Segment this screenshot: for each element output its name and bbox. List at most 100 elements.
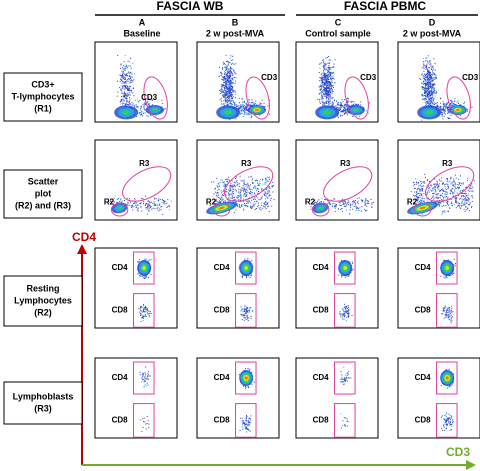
event-dot [455, 184, 457, 186]
event-dot [246, 105, 248, 107]
event-dot [432, 195, 434, 197]
event-dot [425, 102, 427, 104]
event-dot [346, 103, 348, 105]
event-dot [415, 195, 417, 197]
event-dot [156, 205, 158, 206]
event-dot [441, 206, 443, 207]
gate [334, 251, 356, 285]
event-dot [451, 203, 453, 205]
event-dot [320, 97, 322, 99]
event-dot [168, 206, 170, 208]
event-dot [336, 104, 338, 106]
event-dot [328, 56, 330, 57]
event-dot [352, 115, 354, 117]
event-dot [221, 91, 223, 93]
event-dot [430, 68, 432, 70]
event-dot [343, 316, 345, 318]
event-dot [221, 88, 223, 90]
event-dot [221, 87, 223, 88]
event-dot [261, 204, 263, 206]
event-dot [230, 75, 232, 77]
event-dot [226, 100, 228, 102]
event-dot [153, 203, 155, 205]
event-dot [344, 313, 346, 315]
event-dot [428, 191, 430, 193]
event-dot [229, 189, 231, 191]
event-dot [434, 87, 435, 89]
event-dot [143, 203, 145, 204]
event-dot [258, 199, 260, 201]
event-dot [329, 93, 331, 95]
event-dot [145, 316, 147, 317]
event-dot [442, 190, 444, 191]
event-dot [425, 176, 426, 178]
event-dot [326, 81, 328, 83]
event-dot [444, 103, 446, 105]
event-dot [350, 102, 352, 104]
event-dot [328, 102, 330, 104]
event-dot [143, 305, 145, 307]
event-dot [124, 88, 126, 90]
event-dot [216, 185, 218, 187]
event-dot [413, 194, 415, 196]
event-dot [146, 115, 148, 117]
event-dot [412, 184, 414, 186]
event-dot [437, 198, 439, 199]
event-dot [240, 110, 242, 112]
event-dot [227, 91, 229, 93]
event-dot [328, 203, 330, 205]
event-dot [422, 77, 424, 79]
event-dot [464, 193, 466, 195]
event-dot [462, 182, 464, 184]
event-dot [224, 86, 226, 88]
event-dot [331, 90, 333, 91]
event-dot [460, 184, 462, 186]
event-dot [123, 102, 125, 104]
event-dot [348, 306, 350, 308]
event-dot [351, 261, 353, 263]
event-dot [122, 73, 123, 75]
event-dot [229, 57, 231, 59]
event-dot [357, 207, 359, 209]
event-dot [223, 82, 225, 84]
event-dot [430, 97, 432, 99]
event-dot [166, 202, 168, 204]
event-dot [323, 93, 324, 95]
event-dot [331, 76, 333, 78]
event-dot [448, 112, 450, 114]
event-dot [458, 204, 459, 206]
event-dot [432, 93, 434, 95]
event-dot [235, 104, 237, 106]
event-dot [219, 185, 221, 187]
event-dot [255, 103, 257, 105]
event-dot [423, 77, 425, 79]
event-dot [322, 98, 324, 99]
event-dot [242, 101, 244, 103]
event-dot [457, 100, 459, 102]
density-blob [323, 110, 332, 115]
density-blob [255, 109, 259, 111]
event-dot [427, 61, 429, 63]
event-dot [450, 114, 452, 116]
event-dot [124, 96, 125, 97]
event-dot [344, 111, 346, 113]
event-dot [144, 311, 146, 313]
event-dot [351, 101, 353, 102]
event-dot [245, 104, 247, 106]
event-dot [222, 77, 224, 79]
event-dot [230, 96, 232, 97]
event-dot [425, 79, 427, 81]
gate [133, 251, 155, 285]
event-dot [415, 194, 417, 196]
event-dot [344, 110, 346, 112]
event-dot [127, 85, 128, 87]
event-dot [449, 118, 451, 119]
event-dot [151, 208, 153, 210]
event-dot [352, 201, 354, 203]
event-dot [442, 108, 444, 110]
event-dot [422, 190, 424, 192]
event-dot [268, 113, 270, 115]
event-dot [371, 202, 373, 204]
event-dot [323, 83, 325, 85]
